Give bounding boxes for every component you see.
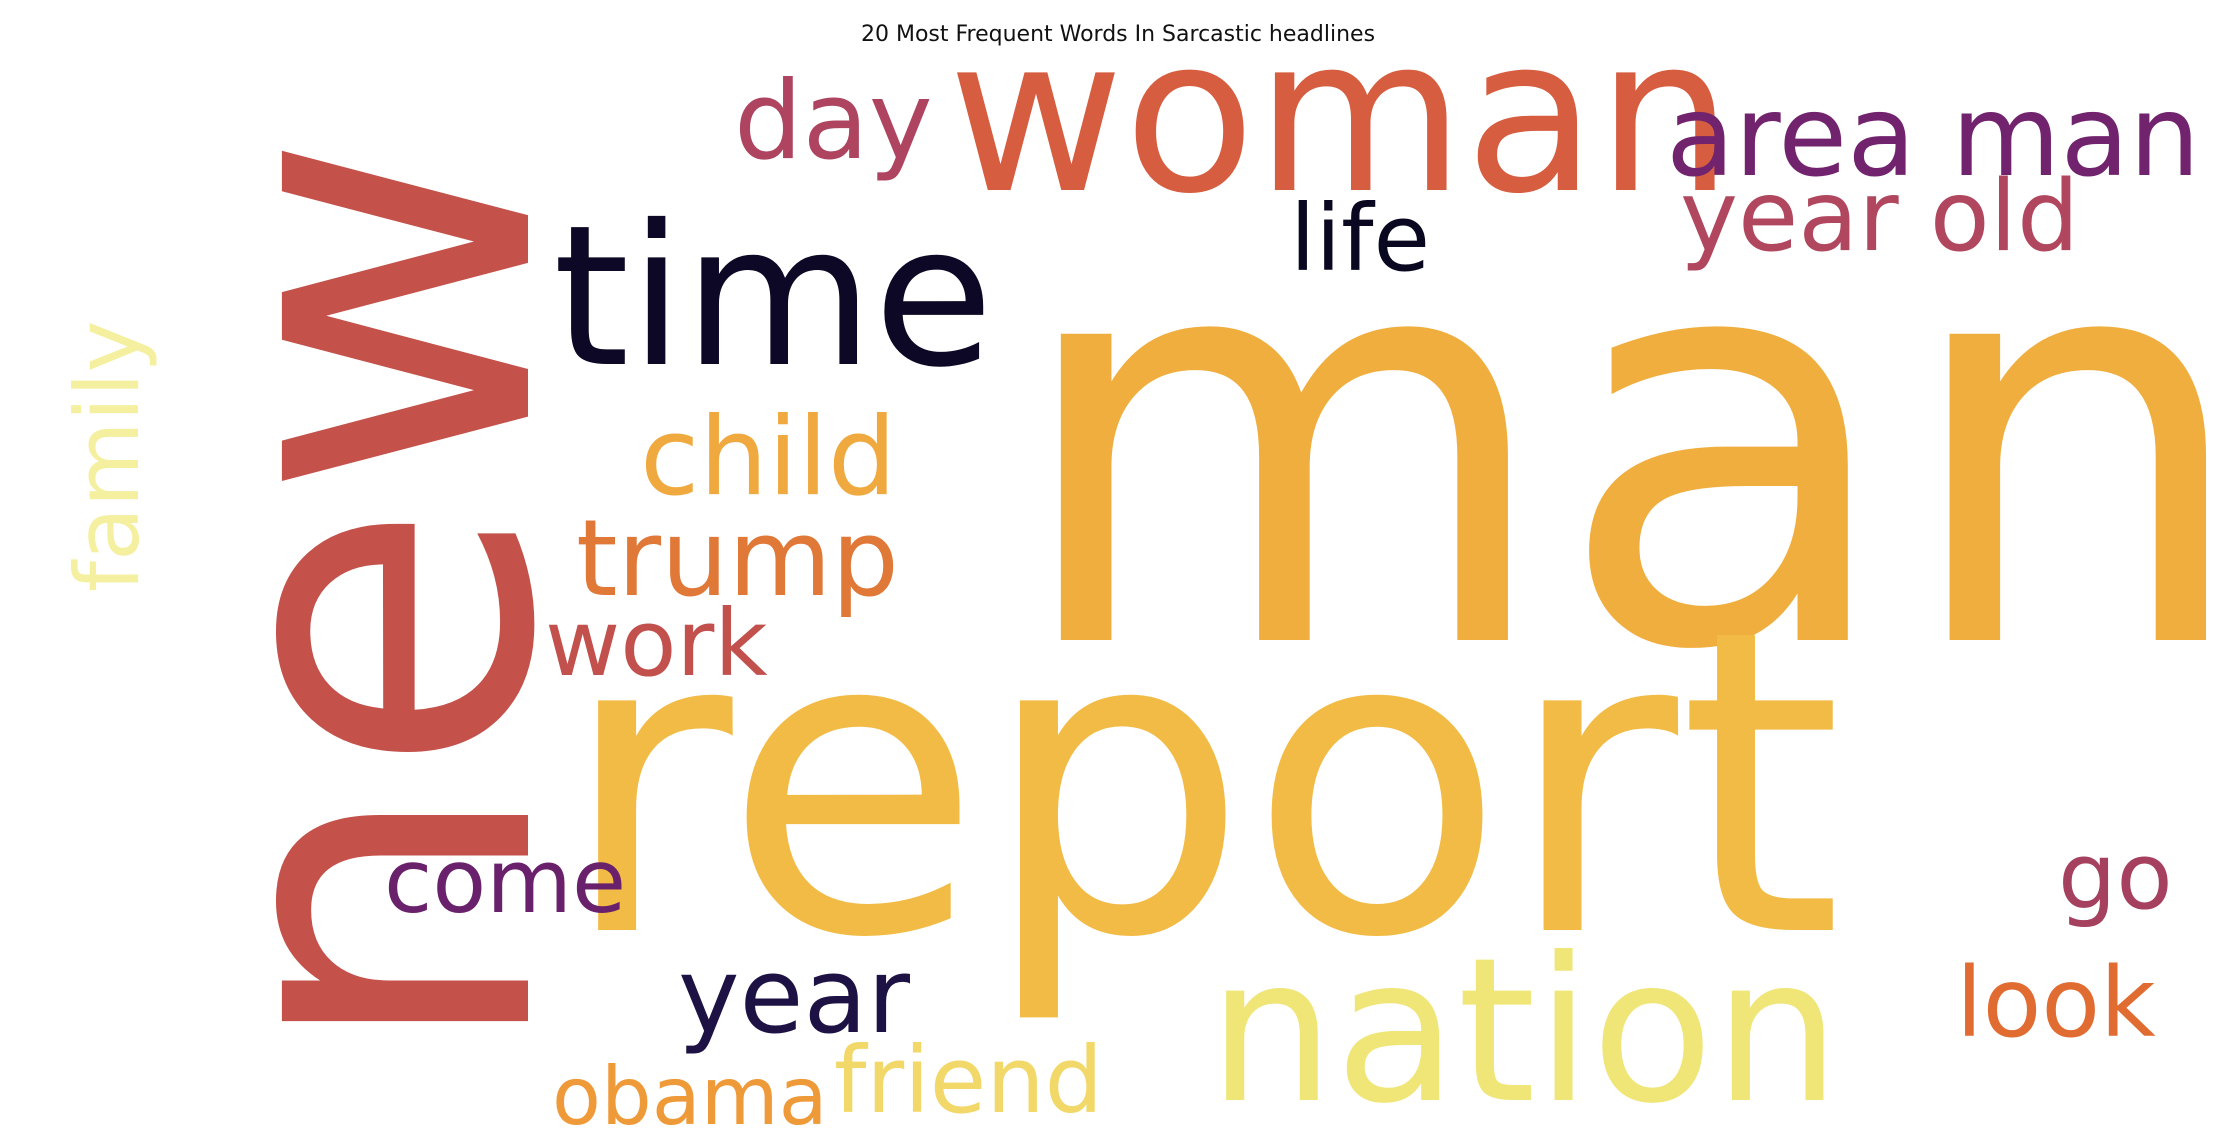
word-new: new: [111, 132, 635, 1062]
chart-title: 20 Most Frequent Words In Sarcastic head…: [860, 22, 1376, 47]
word-obama: obama: [552, 1050, 828, 1143]
word-life: life: [1290, 185, 1430, 292]
word-nation: nation: [1208, 915, 1840, 1146]
word-look: look: [1956, 947, 2156, 1059]
word-year: year: [678, 935, 910, 1057]
word-trump: trump: [576, 497, 899, 620]
word-go: go: [2058, 823, 2173, 930]
word-man: man: [1010, 121, 2236, 773]
word-work: work: [545, 590, 768, 697]
word-day: day: [734, 59, 933, 184]
word-woman: woman: [948, 0, 1733, 241]
word-report: report: [560, 541, 1843, 1030]
word-area-man: area man: [1666, 72, 2200, 202]
word-family: family: [56, 320, 159, 592]
word-friend: friend: [834, 1027, 1103, 1134]
word-come: come: [384, 830, 626, 933]
word-time: time: [553, 183, 994, 410]
word-child: child: [640, 395, 896, 520]
word-year-old: year old: [1680, 160, 2079, 274]
